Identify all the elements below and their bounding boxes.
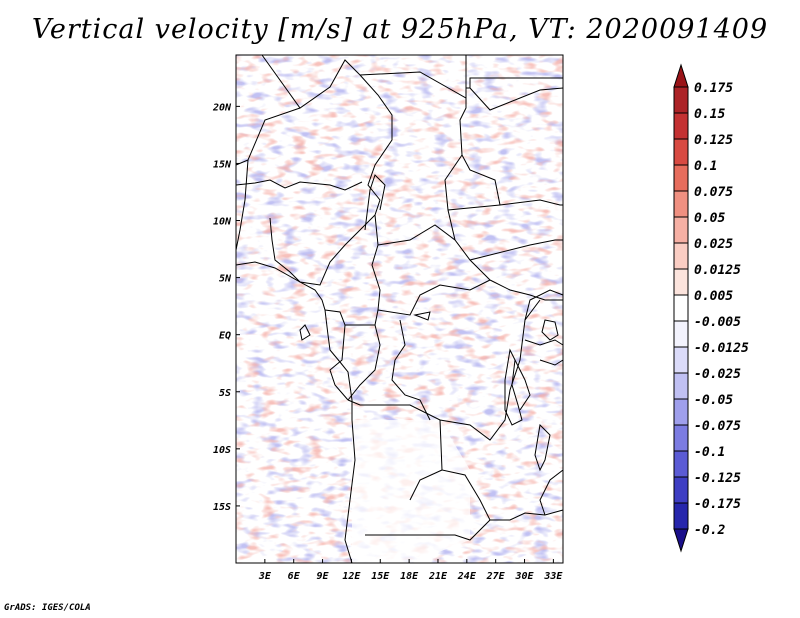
- country-borders: [235, 54, 564, 564]
- colorbar-label: -0.075: [694, 419, 741, 434]
- x-tick-label: 9E: [317, 571, 330, 582]
- chart-title: Vertical velocity [m/s] at 925hPa, VT: 2…: [31, 14, 769, 45]
- colorbar-label: 0.075: [694, 185, 733, 200]
- y-tick-label: 15N: [213, 159, 232, 170]
- colorbar-swatch: [673, 216, 689, 244]
- y-tick-label: 5N: [219, 274, 232, 285]
- colorbar-label: -0.175: [694, 497, 741, 512]
- colorbar-swatch: [673, 346, 689, 374]
- colorbar-label: 0.125: [694, 133, 733, 148]
- colorbar-label: -0.025: [694, 367, 741, 382]
- colorbar-swatch: [673, 112, 689, 140]
- colorbar-label: 0.0125: [694, 263, 741, 278]
- x-tick-label: 21E: [428, 571, 448, 582]
- colorbar-swatch: [673, 476, 689, 504]
- x-tick-label: 12E: [342, 571, 361, 582]
- colorbar-label: -0.005: [694, 315, 741, 330]
- grads-credit: GrADS: IGES/COLA: [4, 603, 91, 613]
- x-tick-label: 6E: [288, 571, 301, 582]
- colorbar-swatch: [673, 450, 689, 478]
- x-tick-label: 15E: [371, 571, 390, 582]
- colorbar-swatch: [673, 294, 689, 322]
- plot-frame: [235, 54, 564, 564]
- y-tick-label: 15S: [213, 502, 231, 513]
- colorbar-swatch: [673, 398, 689, 426]
- colorbar-label: -0.05: [694, 393, 733, 408]
- x-tick-label: 24E: [457, 571, 477, 582]
- colorbar-label: 0.1: [694, 159, 717, 174]
- colorbar-label: 0.175: [694, 81, 733, 96]
- x-tick-label: 3E: [258, 571, 272, 582]
- y-tick-label: 5S: [219, 388, 231, 399]
- colorbar-swatch: [673, 164, 689, 192]
- colorbar-swatch: [673, 372, 689, 400]
- x-tick-label: 18E: [400, 571, 419, 582]
- y-axis: 20N 15N 10N 5N EQ 5S 10S 15S: [212, 102, 240, 513]
- colorbar-swatch: [673, 190, 689, 218]
- x-tick-label: 27E: [486, 571, 506, 582]
- colorbar-label: 0.005: [694, 289, 733, 304]
- colorbar-swatch: [673, 424, 689, 452]
- y-tick-label: 20N: [212, 102, 232, 113]
- y-tick-label: EQ: [219, 331, 231, 342]
- colorbar-label: -0.2: [694, 523, 725, 538]
- colorbar-label: -0.125: [694, 471, 741, 486]
- colorbar-swatch: [673, 320, 689, 348]
- colorbar-label: 0.025: [694, 237, 733, 252]
- colorbar-min-arrow: [673, 528, 689, 553]
- colorbar: 0.175 0.15 0.125 0.1 0.075 0.05 0.025 0.0125 0.0…: [673, 63, 749, 553]
- colorbar-label: 0.05: [694, 211, 725, 226]
- vertical-velocity-field: [236, 55, 563, 563]
- colorbar-swatch: [673, 86, 689, 114]
- colorbar-swatch: [673, 138, 689, 166]
- y-tick-label: 10N: [213, 217, 232, 228]
- colorbar-label: 0.15: [694, 107, 725, 122]
- colorbar-swatch: [673, 502, 689, 530]
- colorbar-swatch: [673, 268, 689, 296]
- colorbar-swatch: [673, 242, 689, 270]
- y-tick-label: 10S: [213, 445, 231, 456]
- x-tick-label: 33E: [543, 571, 563, 582]
- x-axis: 3E 6E 9E 12E 15E 18E 21E 24E 27E 30E 33E: [258, 559, 563, 582]
- colorbar-label: -0.0125: [694, 341, 749, 356]
- colorbar-label: -0.1: [694, 445, 725, 460]
- x-tick-label: 30E: [514, 571, 534, 582]
- colorbar-max-arrow: [673, 63, 689, 88]
